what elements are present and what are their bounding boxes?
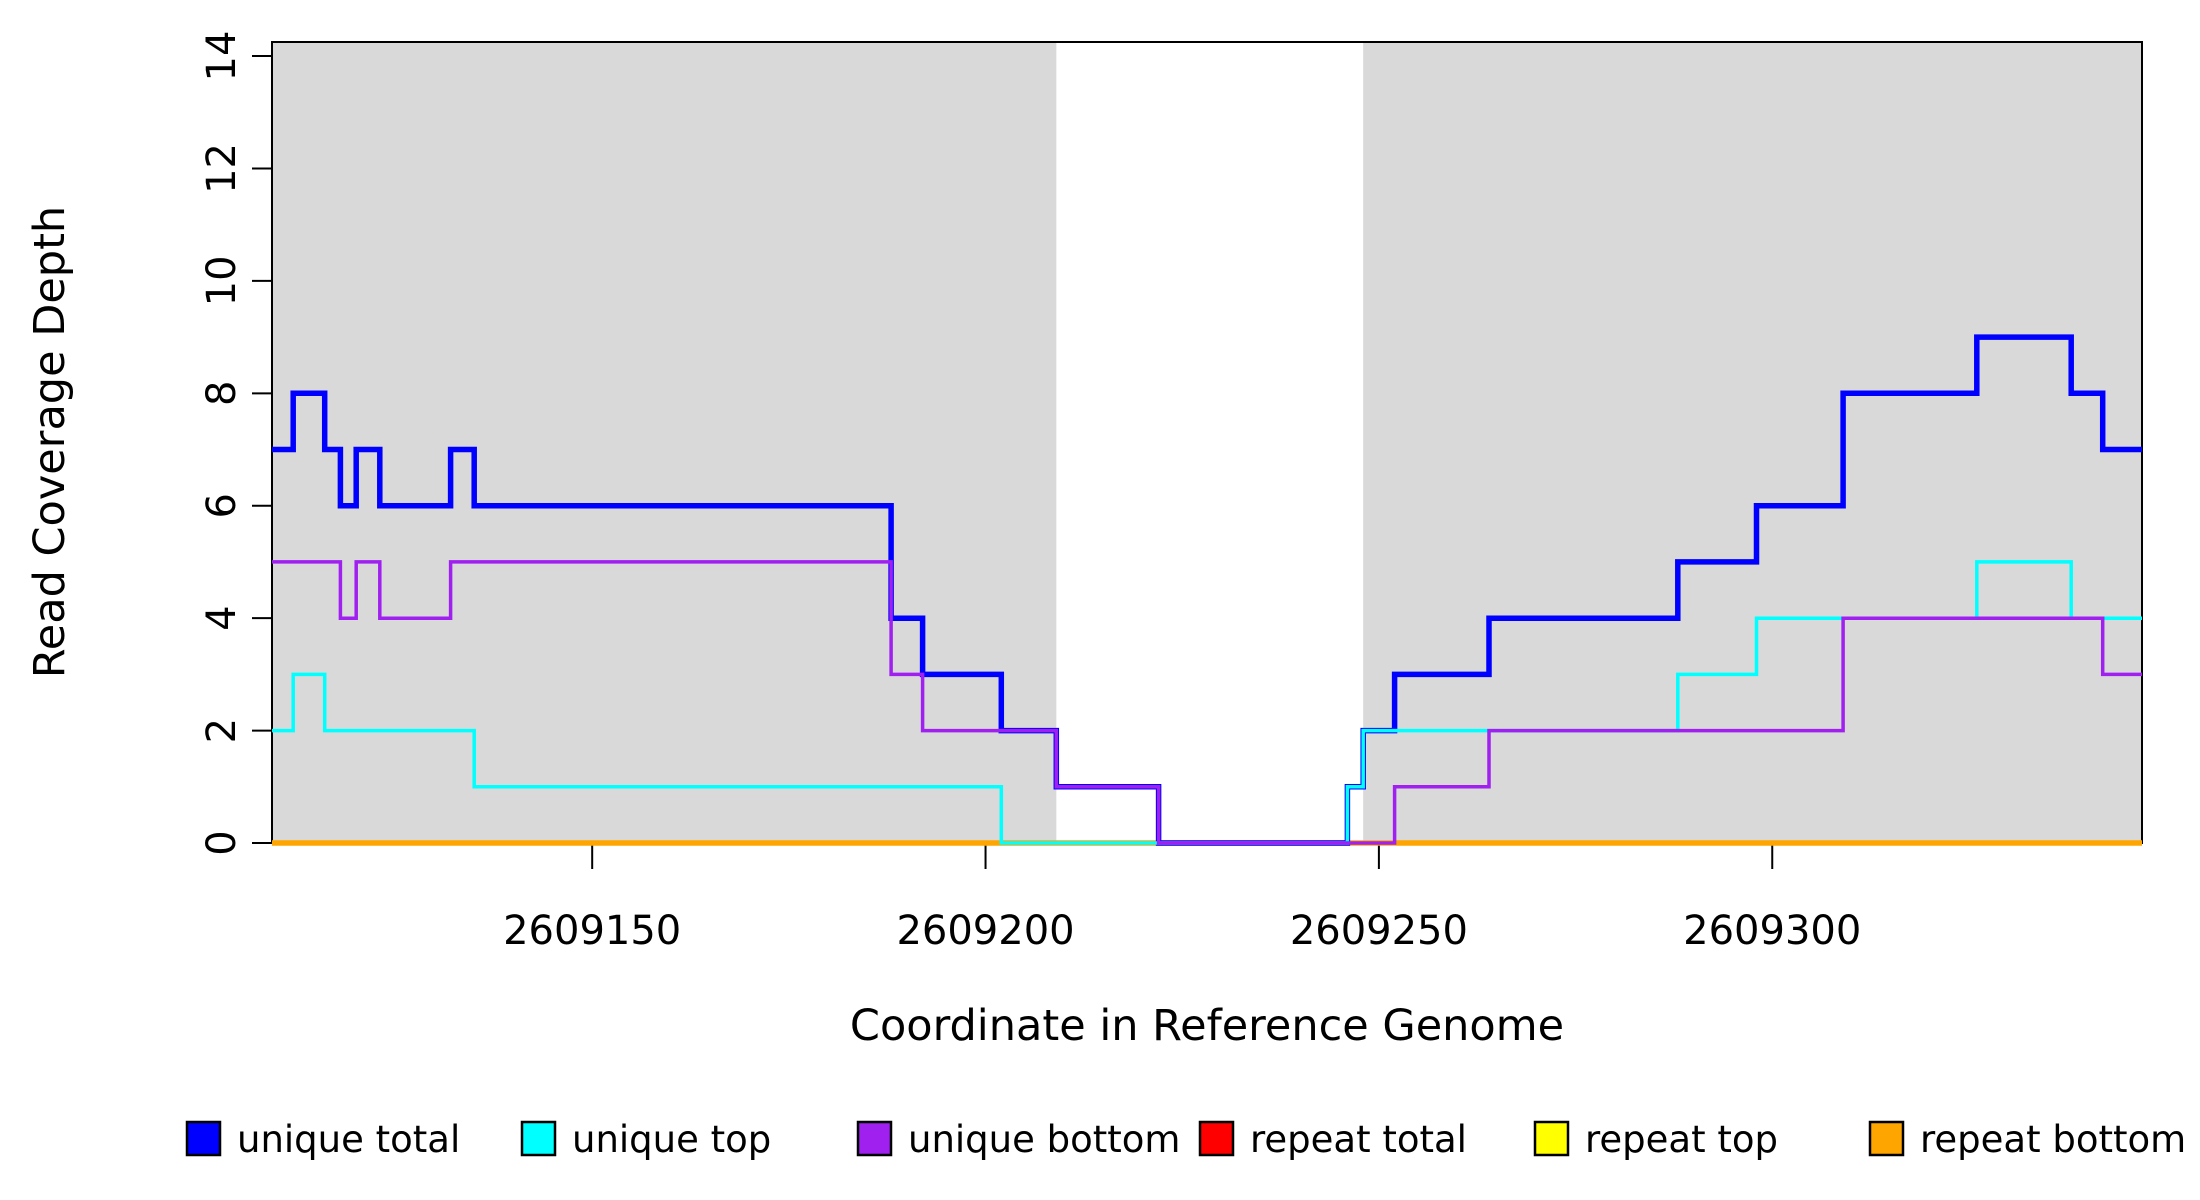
legend-label-unique-bottom: unique bottom bbox=[908, 1118, 1180, 1161]
legend-swatch-repeat-total bbox=[1198, 1120, 1235, 1157]
y-axis-tick-label: 12 bbox=[199, 143, 245, 194]
x-axis-tick-label: 2609250 bbox=[1290, 908, 1468, 954]
x-axis-tick-label: 2609300 bbox=[1683, 908, 1861, 954]
y-axis-tick-label: 8 bbox=[199, 381, 245, 406]
x-axis-title: Coordinate in Reference Genome bbox=[850, 1001, 1564, 1051]
repeat-region-shading-2 bbox=[1363, 42, 2142, 843]
x-axis-tick-label: 2609150 bbox=[503, 908, 681, 954]
y-axis-tick-label: 6 bbox=[199, 493, 245, 518]
legend-label-unique-total: unique total bbox=[237, 1118, 460, 1161]
legend-swatch-unique-bottom bbox=[856, 1120, 893, 1157]
series-line-unique-top bbox=[272, 560, 2142, 845]
legend-swatch-repeat-bottom bbox=[1868, 1120, 1905, 1157]
y-axis-tick-label: 4 bbox=[199, 605, 245, 630]
legend-label-repeat-total: repeat total bbox=[1250, 1118, 1467, 1161]
series-line-unique-bottom bbox=[272, 560, 2142, 845]
legend-swatch-unique-top bbox=[520, 1120, 557, 1157]
x-axis-tick-label: 2609200 bbox=[896, 908, 1074, 954]
legend-swatch-repeat-top bbox=[1533, 1120, 1570, 1157]
y-axis-tick-label: 0 bbox=[199, 830, 245, 855]
legend-label-repeat-bottom: repeat bottom bbox=[1920, 1118, 2186, 1161]
y-axis-tick-label: 10 bbox=[199, 255, 245, 306]
y-axis-title: Read Coverage Depth bbox=[25, 206, 75, 678]
y-axis-tick-label: 14 bbox=[199, 31, 245, 82]
legend-label-repeat-top: repeat top bbox=[1585, 1118, 1778, 1161]
legend-label-unique-top: unique top bbox=[572, 1118, 771, 1161]
legend-swatch-unique-total bbox=[185, 1120, 222, 1157]
y-axis-tick-label: 2 bbox=[199, 718, 245, 743]
repeat-region-shading-1 bbox=[272, 42, 1057, 843]
